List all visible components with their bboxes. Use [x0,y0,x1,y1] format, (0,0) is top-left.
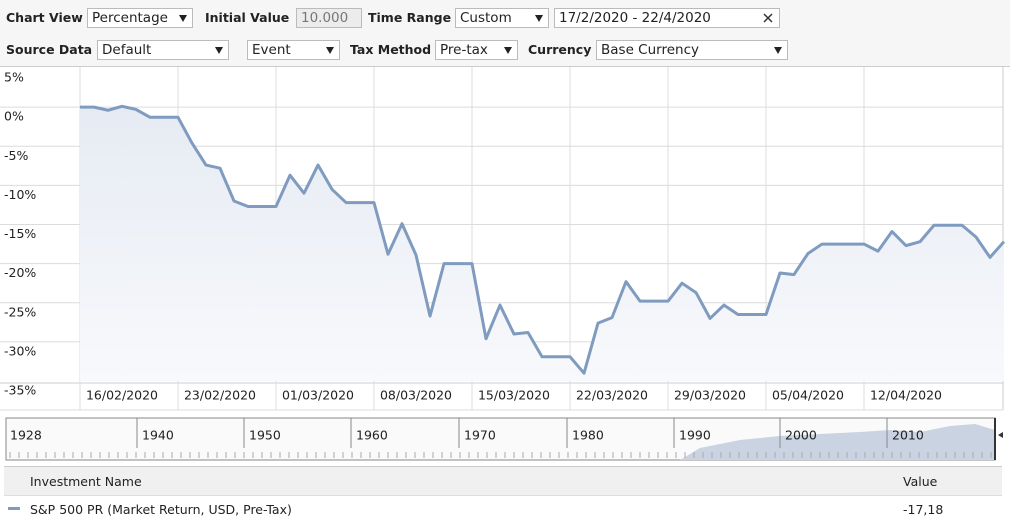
x-tick-label: 08/03/2020 [380,388,452,403]
legend-swatch [8,507,20,510]
table-row[interactable]: S&P 500 PR (Market Return, USD, Pre-Tax)… [4,496,1002,522]
navigator-label: 1950 [249,428,281,443]
navigator-label: 1960 [356,428,388,443]
tax-method-select[interactable]: Pre-tax [435,40,518,60]
source-data-select[interactable]: Default [97,40,229,60]
navigator-label: 1980 [572,428,604,443]
value-cell: -17,18 [903,502,944,517]
label: Currency [528,42,592,57]
date-range-input[interactable]: 17/2/2020 - 22/4/2020 [554,8,780,28]
y-tick-label: -20% [4,265,36,280]
navigator-arrow[interactable] [998,432,1003,438]
x-tick-label: 01/03/2020 [282,388,354,403]
x-tick-label: 23/02/2020 [184,388,256,403]
x-tick-label: 15/03/2020 [478,388,550,403]
label: Time Range [368,10,452,25]
navigator[interactable]: 1928 1940 1950 1960 1970 1980 1990 2000 2010 [5,417,1003,461]
x-tick-label: 12/04/2020 [870,388,942,403]
y-tick-label: -15% [4,226,36,241]
currency-select[interactable]: Base Currency [596,40,788,60]
initial-value-input[interactable]: 10.000 [296,8,362,28]
header-cell: Value [903,474,938,489]
y-tick-label: -10% [4,187,36,202]
y-tick-label: -35% [4,383,36,398]
navigator-label: 1990 [679,428,711,443]
label: Chart View [6,10,83,25]
x-tick-label: 29/03/2020 [674,388,746,403]
header-cell: Investment Name [30,474,142,489]
line [80,104,1006,375]
navigator-area [680,424,995,460]
y-tick-label: 0% [4,109,24,124]
chart: 5% 0% -5% -10% -15% -20% -25% -30% -35% 16/02/202… [0,67,1006,461]
navigator-label: 1940 [142,428,174,443]
x-tick-label: 16/02/2020 [86,388,158,403]
navigator-label: 1970 [464,428,496,443]
event-select[interactable]: Event [247,40,340,60]
navigator-label: 2000 [785,428,817,443]
clear-button[interactable] [763,13,773,23]
y-tick-label: -30% [4,343,36,358]
label: Source Data [6,42,93,57]
label: Initial Value [205,10,290,25]
date-range: 17/2/2020 - 22/4/2020 [559,10,711,26]
y-tick-label: -5% [4,148,28,163]
navigator-label: 1928 [10,428,42,443]
chart-view-select[interactable]: Percentage [87,8,193,28]
y-tick-label: 5% [4,70,24,85]
table-header: Investment Name Value [4,466,1002,496]
area [80,106,1004,381]
label: Tax Method [350,42,432,57]
investment-name: S&P 500 PR (Market Return, USD, Pre-Tax) [30,502,292,517]
toolbar: Chart View Percentage Initial Value 10.0… [0,0,1010,67]
x-tick-label: 05/04/2020 [772,388,844,403]
time-range-select[interactable]: Custom [455,8,549,28]
x-tick-label: 22/03/2020 [576,388,648,403]
navigator-label: 2010 [892,428,924,443]
y-tick-label: -25% [4,304,36,319]
